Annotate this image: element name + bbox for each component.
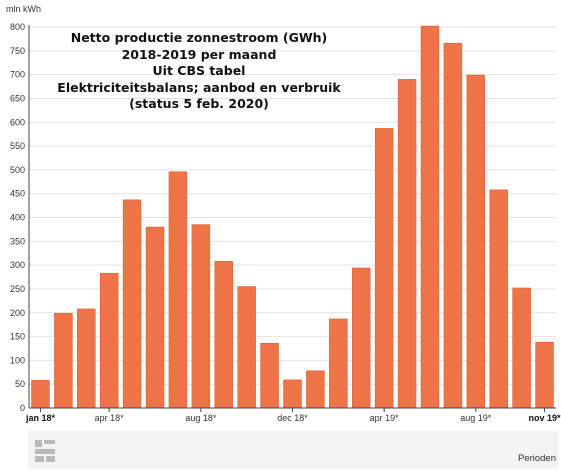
y-tick-label: 450 bbox=[10, 189, 25, 199]
bar bbox=[54, 312, 73, 409]
cbs-logo-icon bbox=[34, 439, 56, 463]
bar bbox=[466, 74, 486, 409]
title-line-5: (status 5 feb. 2020) bbox=[129, 96, 269, 111]
chart-title: Netto productie zonnestroom (GWh) 2018-2… bbox=[44, 30, 354, 113]
title-line-3: Uit CBS tabel bbox=[152, 63, 246, 78]
bar bbox=[489, 189, 508, 409]
bar bbox=[168, 171, 188, 409]
y-tick-label: 50 bbox=[15, 379, 25, 389]
bar bbox=[31, 380, 50, 409]
bar bbox=[191, 224, 211, 409]
y-tick-label: 500 bbox=[10, 165, 25, 175]
x-tick-label: aug 19* bbox=[460, 413, 492, 423]
bar bbox=[535, 341, 554, 409]
y-tick-label: 200 bbox=[10, 308, 25, 318]
y-tick-label: 100 bbox=[10, 355, 25, 365]
x-tick-label: jan 18* bbox=[25, 413, 56, 423]
bar bbox=[77, 308, 96, 409]
y-tick-label: 750 bbox=[10, 46, 25, 56]
bar bbox=[99, 272, 119, 409]
bar bbox=[329, 318, 348, 409]
title-line-1: Netto productie zonnestroom (GWh) bbox=[70, 30, 328, 45]
y-axis-unit-label: mln kWh bbox=[6, 4, 42, 14]
y-tick-label: 150 bbox=[10, 332, 25, 342]
bar bbox=[352, 267, 371, 409]
title-line-4: Elektriciteitsbalans; aanbod en verbruik bbox=[57, 79, 341, 95]
chart-footer: Perioden bbox=[28, 431, 558, 469]
title-line-2: 2018-2019 per maand bbox=[121, 46, 277, 62]
bar bbox=[145, 226, 165, 409]
bar bbox=[420, 25, 440, 409]
y-tick-label: 300 bbox=[10, 260, 25, 270]
y-tick-label: 650 bbox=[10, 93, 25, 103]
y-tick-label: 550 bbox=[10, 141, 25, 151]
bar bbox=[122, 199, 142, 409]
bar bbox=[283, 379, 302, 409]
bar bbox=[374, 128, 394, 409]
y-tick-label: 400 bbox=[10, 213, 25, 223]
x-tick-label: apr 19* bbox=[370, 413, 400, 423]
bar bbox=[214, 261, 233, 409]
bar bbox=[443, 42, 463, 409]
y-tick-label: 800 bbox=[10, 22, 25, 32]
x-axis-title: Perioden bbox=[517, 453, 556, 464]
y-tick-label: 600 bbox=[10, 117, 25, 127]
bar bbox=[397, 79, 417, 409]
y-tick-label: 700 bbox=[10, 70, 25, 80]
bar bbox=[512, 287, 531, 409]
x-tick-label: aug 18* bbox=[185, 413, 217, 423]
x-tick-label: apr 18* bbox=[95, 413, 125, 423]
x-tick-label: nov 19* bbox=[529, 413, 561, 423]
y-tick-label: 350 bbox=[10, 236, 25, 246]
y-tick-label: 250 bbox=[10, 284, 25, 294]
y-tick-label: 0 bbox=[20, 403, 25, 413]
x-tick-label: dec 18* bbox=[277, 413, 308, 423]
bar bbox=[306, 370, 325, 409]
bar bbox=[260, 342, 279, 409]
bar-chart: 0 50 100 150 200 250 300 350 400 450 500 550 600 650 7… bbox=[10, 22, 561, 423]
bar bbox=[237, 286, 256, 409]
